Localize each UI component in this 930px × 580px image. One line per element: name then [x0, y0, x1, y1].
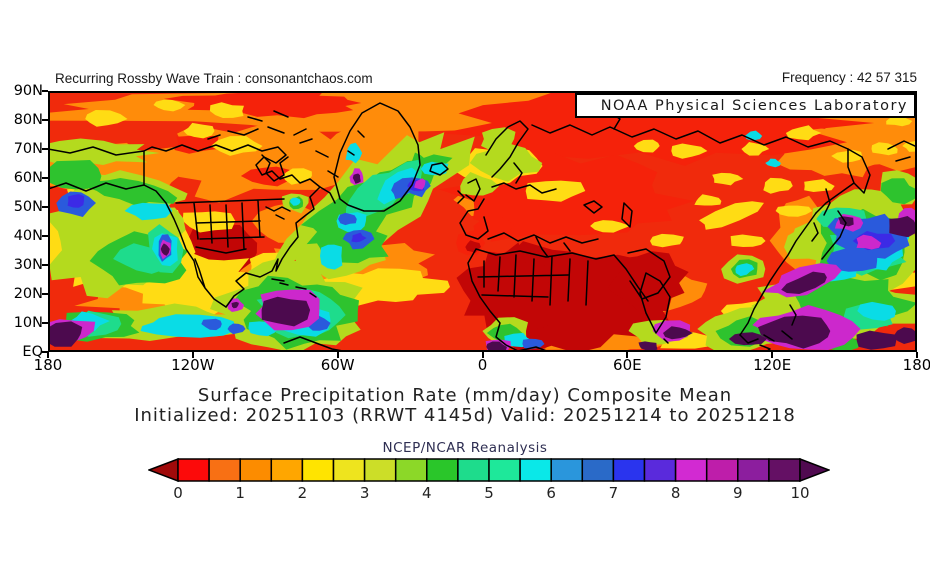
- lat-axis-label: 70N: [13, 141, 43, 157]
- caption-line1: Surface Precipitation Rate (mm/day) Comp…: [197, 385, 733, 406]
- lon-axis-tick: [191, 352, 194, 358]
- colorbar-tick-label: 7: [608, 484, 619, 502]
- lon-axis-label: 60W: [320, 356, 355, 374]
- colorbar-cell: [643, 458, 677, 482]
- lat-axis-label: 60N: [13, 170, 43, 186]
- lon-axis-label: 0: [477, 356, 488, 374]
- colorbar-tick-label: 6: [546, 484, 556, 502]
- colorbar-cell: [488, 458, 521, 482]
- lat-axis-tick: [42, 293, 48, 295]
- lon-axis-label: 180: [33, 356, 63, 374]
- lon-axis-tick: [336, 352, 339, 358]
- lon-axis-tick: [916, 352, 918, 358]
- colorbar-tick-label: 3: [359, 484, 370, 502]
- colorbar-left-arrow: [146, 457, 179, 483]
- map-canvas: [48, 91, 917, 352]
- lat-axis-tick: [42, 322, 48, 324]
- colorbar-cell: [426, 458, 459, 482]
- lat-axis-label: EQ: [22, 344, 43, 360]
- lon-axis-tick: [47, 352, 49, 358]
- lat-axis-label: 40N: [13, 228, 43, 244]
- lat-axis-label: 10N: [13, 315, 43, 331]
- lon-axis-label: 120E: [753, 356, 792, 374]
- data-source-label: NCEP/NCAR Reanalysis: [382, 440, 548, 456]
- colorbar-cell: [301, 458, 335, 482]
- lat-axis-tick: [42, 206, 48, 208]
- lat-axis-tick: [42, 177, 48, 179]
- colorbar-tick-label: 1: [235, 484, 245, 502]
- colorbar-cell: [550, 458, 584, 482]
- org-badge: NOAA Physical Sciences Laboratory: [575, 93, 916, 118]
- lat-axis-label: 50N: [13, 199, 43, 215]
- colorbar-cell: [768, 458, 801, 482]
- colorbar-tick-label: 2: [297, 484, 308, 502]
- colorbar-cell: [581, 458, 615, 482]
- colorbar-cell: [208, 458, 241, 482]
- colorbar-tick-label: 10: [790, 484, 810, 502]
- lat-axis-tick: [42, 119, 48, 121]
- lon-axis-label: 120W: [171, 356, 215, 374]
- colorbar-cell: [674, 458, 708, 482]
- colorbar-cell: [705, 458, 739, 482]
- colorbar-cell: [737, 458, 770, 482]
- colorbar-tick-label: 5: [484, 484, 494, 502]
- lat-axis-label: 90N: [13, 83, 43, 99]
- lat-axis-tick: [42, 148, 48, 150]
- page-title: Recurring Rossby Wave Train : consonantc…: [55, 71, 373, 86]
- lat-axis-tick: [42, 90, 48, 92]
- lat-axis-tick: [42, 351, 48, 353]
- colorbar-cell: [177, 458, 210, 482]
- coastlines: [48, 102, 917, 352]
- colorbar-cell: [239, 458, 273, 482]
- lat-axis-tick: [42, 264, 48, 266]
- colorbar-cell: [363, 458, 397, 482]
- colorbar-tick-label: 4: [422, 484, 432, 502]
- world-map: [48, 91, 917, 352]
- lat-axis-tick: [42, 235, 48, 237]
- colorbar-cell: [270, 458, 304, 482]
- colorbar: [146, 457, 832, 486]
- lat-axis-label: 30N: [13, 257, 43, 273]
- colorbar-cell: [612, 458, 646, 482]
- lon-axis-tick: [626, 352, 629, 358]
- precipitation-contours: [48, 91, 917, 352]
- lat-axis-label: 80N: [13, 112, 43, 128]
- colorbar-right-arrow: [799, 457, 832, 483]
- colorbar-tick-label: 9: [733, 484, 743, 502]
- colorbar-tick-label: 0: [173, 484, 183, 502]
- lon-axis-label: 180: [902, 356, 930, 374]
- lat-axis-label: 20N: [13, 286, 43, 302]
- frequency-label: Frequency : 42 57 315: [781, 70, 917, 85]
- colorbar-scale: [146, 457, 832, 483]
- colorbar-cell: [519, 458, 552, 482]
- map-frame: [48, 91, 917, 352]
- lon-axis-tick: [771, 352, 774, 358]
- lon-axis-tick: [481, 352, 484, 358]
- caption-line2: Initialized: 20251103 (RRWT 4145d) Valid…: [134, 405, 796, 426]
- colorbar-cell: [332, 458, 366, 482]
- lon-axis-label: 60E: [613, 356, 642, 374]
- colorbar-cell: [457, 458, 490, 482]
- colorbar-cell: [394, 458, 428, 482]
- colorbar-tick-label: 8: [670, 484, 681, 502]
